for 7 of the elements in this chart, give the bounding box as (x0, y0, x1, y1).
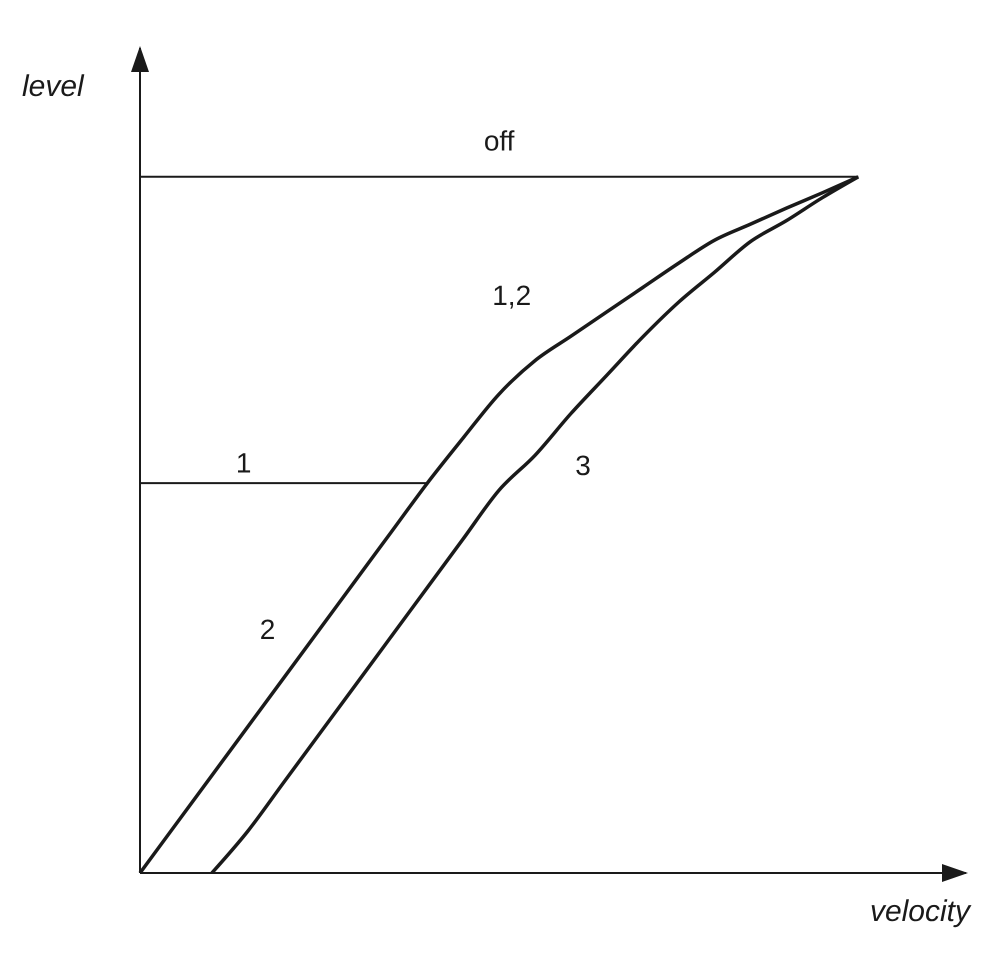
series-label: off (484, 125, 515, 156)
series-label: 1 (236, 448, 252, 479)
annotation: 1,2 (492, 280, 532, 311)
x-axis-title: velocity (870, 895, 970, 929)
series-label: 2 (260, 614, 276, 645)
series-label: 3 (575, 450, 591, 481)
y-axis-title: level (22, 70, 84, 104)
